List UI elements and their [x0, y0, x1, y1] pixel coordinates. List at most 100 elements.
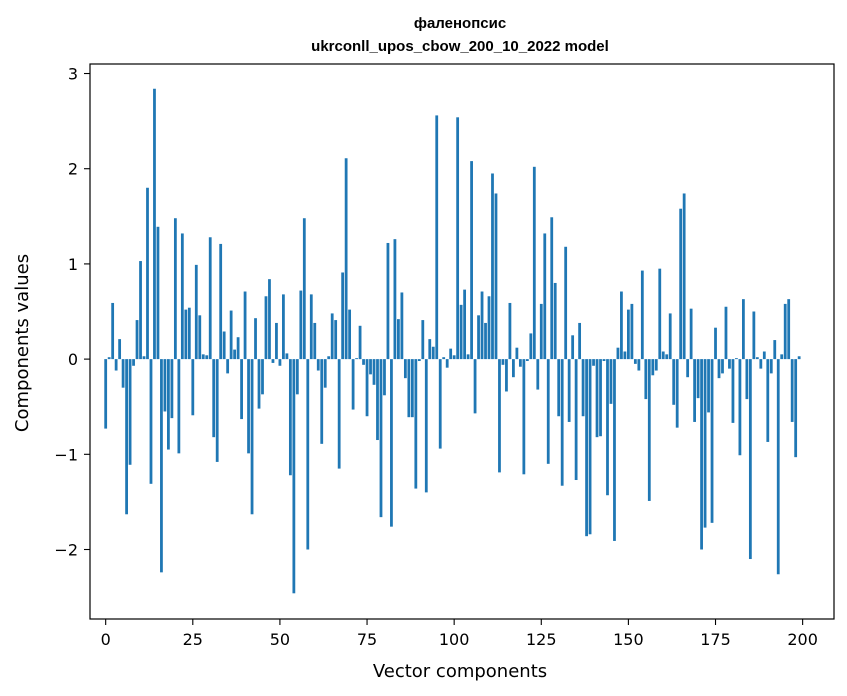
bar-176	[717, 359, 721, 379]
bar-121	[525, 359, 529, 362]
y-tick-label-1: 1	[68, 255, 78, 274]
bar-110	[487, 296, 491, 360]
bar-125	[539, 303, 543, 360]
bar-103	[463, 289, 467, 360]
bar-196	[787, 299, 791, 360]
bar-180	[731, 359, 735, 423]
bar-181	[735, 358, 738, 360]
bar-133	[567, 359, 571, 422]
bar-92	[424, 359, 428, 493]
bar-76	[369, 359, 372, 375]
bar-43	[254, 318, 257, 360]
bar-52	[285, 353, 289, 360]
bar-183	[742, 299, 745, 360]
bar-83	[393, 239, 397, 360]
bar-35	[226, 359, 230, 374]
bar-188	[759, 359, 763, 369]
bar-11	[142, 356, 146, 360]
bar-198	[794, 359, 798, 458]
bar-112	[494, 193, 498, 360]
y-tick-label-0: 0	[68, 350, 78, 369]
bar-53	[288, 359, 292, 476]
bar-55	[295, 359, 299, 395]
bar-184	[745, 359, 749, 400]
bar-88	[410, 359, 414, 418]
bar-78	[376, 359, 379, 441]
bar-19	[170, 359, 174, 419]
bar-189	[762, 351, 766, 360]
bar-34	[222, 331, 226, 360]
bar-104	[466, 354, 470, 360]
bar-100	[452, 355, 456, 360]
bar-168	[689, 308, 693, 360]
bar-178	[724, 306, 728, 360]
bar-148	[620, 291, 623, 360]
bar-51	[282, 294, 285, 360]
bar-5	[121, 359, 125, 388]
bar-177	[721, 359, 724, 374]
bar-4	[118, 339, 122, 360]
bar-89	[414, 359, 418, 489]
bar-182	[738, 359, 742, 456]
x-tick-label-0: 0	[101, 630, 111, 649]
bar-130	[557, 359, 561, 417]
bar-65	[330, 313, 334, 360]
bar-84	[397, 319, 400, 360]
bar-59	[309, 294, 313, 360]
bar-81	[386, 242, 390, 360]
bar-122	[529, 333, 533, 360]
bar-128	[550, 217, 554, 360]
bar-192	[773, 340, 777, 360]
y-tick-label--1: −1	[54, 445, 78, 464]
bar-166	[682, 193, 686, 360]
bar-64	[327, 356, 331, 360]
bar-48	[271, 359, 275, 363]
bar-137	[581, 359, 585, 417]
bar-160	[661, 351, 665, 360]
bar-162	[668, 313, 672, 360]
bar-120	[522, 359, 526, 475]
bar-106	[473, 359, 477, 414]
bar-157	[651, 359, 655, 376]
bar-17	[163, 359, 167, 412]
bar-30	[208, 237, 212, 360]
bar-6	[125, 359, 128, 515]
bar-0	[104, 359, 108, 429]
y-axis-ticks: −2 −1 0 1 2 3	[54, 65, 90, 560]
bar-16	[160, 359, 163, 573]
bar-46	[264, 296, 268, 360]
bar-56	[299, 290, 303, 360]
bar-152	[633, 359, 637, 364]
bar-174	[710, 359, 714, 523]
bar-161	[665, 354, 669, 360]
y-axis-label: Components values	[12, 254, 33, 432]
bar-82	[390, 359, 393, 527]
bar-31	[212, 359, 216, 438]
bar-147	[616, 347, 620, 360]
bar-38	[236, 337, 240, 360]
bar-70	[348, 309, 352, 360]
bar-62	[320, 359, 324, 444]
bar-74	[362, 359, 365, 365]
bar-186	[752, 311, 756, 360]
bar-107	[477, 315, 480, 360]
x-tick-label-175: 175	[700, 630, 731, 649]
bar-132	[564, 246, 568, 360]
bar-39	[240, 359, 243, 420]
bar-20	[173, 218, 177, 360]
bar-7	[128, 359, 132, 465]
bar-13	[149, 359, 153, 484]
chart-title-line1: фаленопсис	[414, 15, 506, 32]
bar-109	[484, 322, 487, 360]
bar-142	[599, 359, 602, 437]
bar-145	[609, 359, 613, 404]
x-tick-label-200: 200	[787, 630, 818, 649]
bar-153	[637, 359, 641, 371]
bar-154	[640, 270, 644, 360]
bar-149	[623, 351, 627, 360]
bar-190	[766, 359, 770, 442]
bar-79	[379, 359, 383, 518]
bar-87	[407, 359, 411, 418]
x-tick-label-150: 150	[613, 630, 644, 649]
bar-25	[191, 359, 195, 416]
